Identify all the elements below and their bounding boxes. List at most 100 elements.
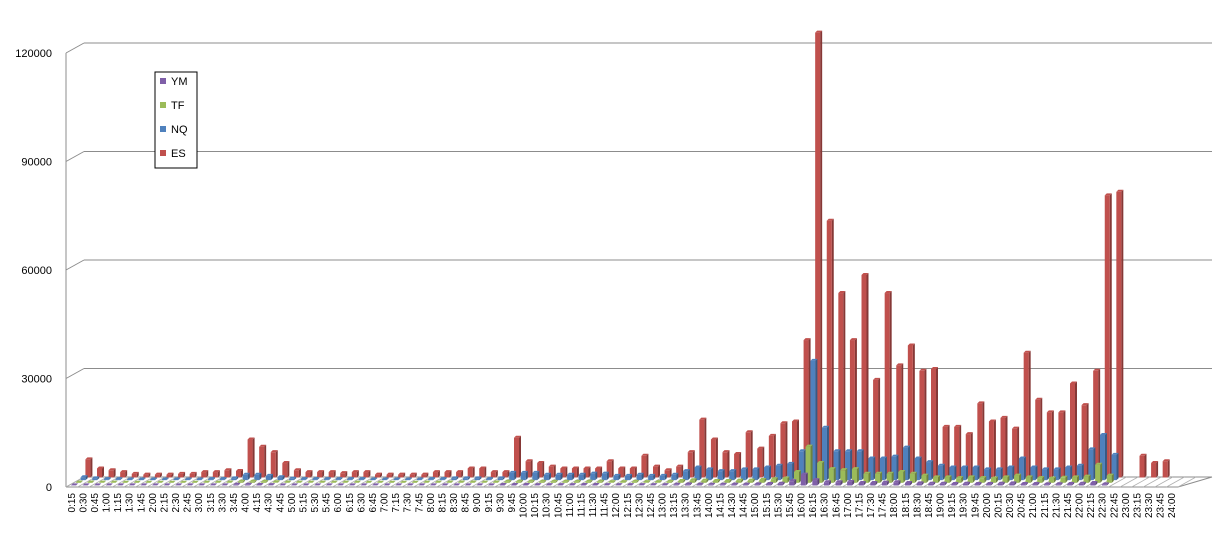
x-tick-label: 23:00 xyxy=(1121,493,1132,518)
legend-label-es: ES xyxy=(171,148,186,160)
bar-side-nq xyxy=(746,467,748,480)
bar-nq xyxy=(254,475,259,480)
x-tick-label: 10:15 xyxy=(530,493,541,518)
bar-ym xyxy=(789,481,794,485)
x-tick-label: 19:45 xyxy=(970,493,981,518)
bar-side-es xyxy=(936,367,938,478)
x-tick-label: 15:45 xyxy=(785,493,796,518)
bar-side-es xyxy=(878,378,880,478)
bar-side-nq xyxy=(711,467,713,480)
x-tick-label: 10:45 xyxy=(553,493,564,518)
bar-tf xyxy=(1060,478,1065,483)
bar-ym xyxy=(500,485,505,486)
bar-nq xyxy=(451,478,456,480)
gridline-side xyxy=(66,260,84,270)
bar-nq xyxy=(741,469,746,480)
x-tick-label: 17:00 xyxy=(843,493,854,518)
bar-ym xyxy=(1067,484,1072,485)
bar-es xyxy=(271,452,276,477)
bar-tf xyxy=(528,482,533,483)
bar-ym xyxy=(697,485,702,486)
bar-tf xyxy=(643,482,648,483)
bar-side-es xyxy=(867,273,869,478)
bar-ym xyxy=(1021,484,1026,485)
floor-gridline xyxy=(1143,477,1161,487)
x-tick-label: 17:30 xyxy=(866,493,877,518)
bar-nq xyxy=(695,468,700,481)
bar-side-nq xyxy=(931,460,933,480)
bar-side-es xyxy=(531,459,533,477)
bar-es xyxy=(352,472,357,477)
bar-tf xyxy=(597,482,602,483)
bar-side-es xyxy=(820,31,822,478)
bar-ym xyxy=(870,483,875,486)
x-tick-label: 7:45 xyxy=(414,493,425,513)
floor-gridline xyxy=(1120,477,1138,487)
bar-side-nq xyxy=(827,426,829,480)
bar-side-ym xyxy=(806,473,808,486)
x-tick-label: 13:00 xyxy=(658,493,669,518)
x-tick-label: 20:45 xyxy=(1017,493,1028,518)
bar-tf xyxy=(539,482,544,483)
x-tick-label: 22:15 xyxy=(1086,493,1097,518)
bar-side-tf xyxy=(799,470,801,483)
legend-swatch-nq xyxy=(160,126,166,132)
x-tick-label: 23:15 xyxy=(1132,493,1143,518)
legend-label-nq: NQ xyxy=(171,124,188,136)
bar-es xyxy=(1163,461,1168,477)
bar-side-es xyxy=(1017,427,1019,478)
bar-es xyxy=(885,293,890,477)
bar-ym xyxy=(766,484,771,485)
x-tick-label: 24:00 xyxy=(1167,493,1178,518)
bar-side-es xyxy=(612,459,614,477)
x-tick-label: 8:15 xyxy=(437,493,448,513)
bar-side-es xyxy=(1098,369,1100,478)
bar-side-nq xyxy=(1105,433,1107,480)
bar-tf xyxy=(632,482,637,483)
bar-es xyxy=(224,470,229,477)
bar-nq xyxy=(347,479,352,480)
bar-side-es xyxy=(693,450,695,477)
bar-es xyxy=(143,475,148,478)
x-tick-label: 23:30 xyxy=(1144,493,1155,518)
bar-side-tf xyxy=(822,461,824,483)
bar-es xyxy=(213,472,218,477)
bar-es xyxy=(85,459,90,477)
bar-nq xyxy=(324,479,329,480)
bar-ym xyxy=(928,484,933,486)
bar-side-es xyxy=(1040,398,1042,478)
bar-ym xyxy=(511,485,516,486)
x-tick-label: 1:00 xyxy=(102,493,113,513)
bar-side-es xyxy=(855,338,857,477)
bar-nq xyxy=(428,479,433,480)
x-tick-label: 12:00 xyxy=(611,493,622,518)
x-tick-label: 1:15 xyxy=(113,493,124,513)
gridline-side xyxy=(66,43,84,53)
bar-tf xyxy=(701,481,706,483)
bar-side-es xyxy=(1145,454,1147,478)
bar-ym xyxy=(905,483,910,486)
x-tick-label: 21:45 xyxy=(1063,493,1074,518)
bar-nq xyxy=(556,475,561,480)
bar-nq xyxy=(637,475,642,480)
bar-ym xyxy=(1032,484,1037,485)
bar-side-nq xyxy=(920,456,922,480)
bar-nq xyxy=(150,479,155,480)
bar-es xyxy=(421,475,426,478)
bar-side-nq xyxy=(873,456,875,480)
bar-side-tf xyxy=(845,468,847,483)
bar-tf xyxy=(516,482,521,483)
bar-ym xyxy=(1102,484,1107,485)
bar-tf xyxy=(585,482,590,483)
bar-nq xyxy=(683,471,688,480)
bar-side-es xyxy=(948,425,950,478)
bar-es xyxy=(167,475,172,478)
bar-side-es xyxy=(1029,351,1031,478)
x-tick-label: 5:45 xyxy=(322,493,333,513)
x-tick-label: 15:00 xyxy=(750,493,761,518)
bar-tf xyxy=(551,482,556,483)
x-tick-label: 12:15 xyxy=(623,493,634,518)
bar-side-es xyxy=(658,465,660,478)
bar-nq xyxy=(173,479,178,480)
bar-ym xyxy=(581,485,586,486)
